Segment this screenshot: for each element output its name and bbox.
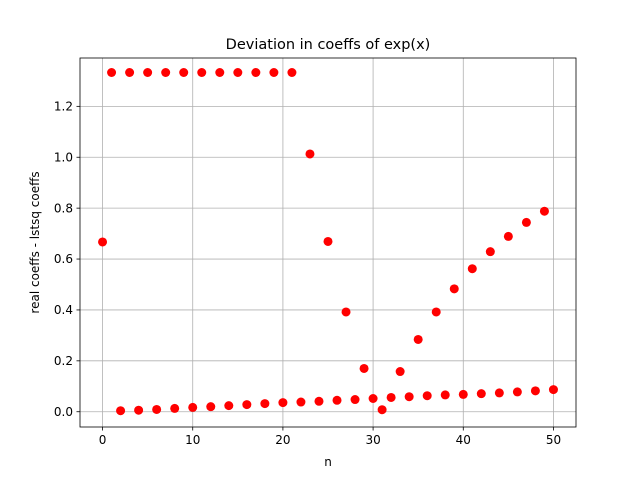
x-axis-ticks: 0 10 20 30 40 50 bbox=[99, 427, 561, 447]
data-point bbox=[539, 206, 549, 216]
data-point bbox=[143, 68, 153, 78]
data-point bbox=[287, 68, 297, 78]
data-point bbox=[368, 393, 378, 403]
data-point bbox=[251, 68, 261, 78]
data-point bbox=[260, 399, 270, 409]
data-point bbox=[341, 307, 351, 317]
y-tick-label: 1.2 bbox=[54, 100, 73, 114]
data-point bbox=[467, 264, 477, 274]
plot-frame bbox=[79, 57, 577, 428]
y-tick-label: 0.4 bbox=[54, 303, 73, 317]
data-point bbox=[269, 68, 279, 78]
y-tick-label: 0.8 bbox=[54, 201, 73, 215]
data-point bbox=[197, 68, 207, 78]
data-point bbox=[179, 68, 189, 78]
data-point bbox=[224, 401, 234, 411]
x-tick-label: 30 bbox=[365, 433, 380, 447]
data-point bbox=[305, 149, 315, 159]
x-axis-label: n bbox=[324, 455, 332, 469]
data-point bbox=[98, 237, 108, 247]
x-tick-label: 0 bbox=[99, 433, 107, 447]
data-point bbox=[548, 385, 558, 395]
data-point bbox=[395, 367, 405, 377]
data-point bbox=[404, 392, 414, 402]
x-tick-label: 40 bbox=[456, 433, 471, 447]
data-point bbox=[449, 284, 459, 294]
data-point bbox=[503, 231, 513, 241]
data-point bbox=[485, 247, 495, 257]
y-axis-ticks: 0.0 0.2 0.4 0.6 0.8 1.0 1.2 bbox=[54, 100, 80, 419]
y-tick-label: 0.6 bbox=[54, 252, 73, 266]
data-point bbox=[431, 307, 441, 317]
data-point bbox=[215, 68, 225, 78]
y-tick-label: 1.0 bbox=[54, 150, 73, 164]
data-point bbox=[350, 395, 360, 405]
x-tick-label: 20 bbox=[275, 433, 290, 447]
chart-title: Deviation in coeffs of exp(x) bbox=[226, 37, 431, 53]
data-point bbox=[530, 386, 540, 396]
data-point bbox=[521, 217, 531, 227]
data-point bbox=[152, 404, 162, 414]
data-point bbox=[125, 68, 135, 78]
data-point bbox=[116, 406, 126, 416]
data-point bbox=[206, 402, 216, 412]
data-point bbox=[161, 68, 171, 78]
y-axis-label: real coeffs - lstsq coeffs bbox=[28, 171, 42, 313]
data-points bbox=[98, 68, 558, 416]
data-point bbox=[332, 395, 342, 405]
data-point bbox=[134, 405, 144, 415]
y-tick-label: 0.2 bbox=[54, 354, 73, 368]
data-point bbox=[107, 68, 117, 78]
data-point bbox=[377, 405, 387, 415]
data-point bbox=[422, 391, 432, 401]
data-point bbox=[278, 398, 288, 408]
data-point bbox=[386, 392, 396, 402]
data-point bbox=[512, 387, 522, 397]
y-tick-label: 0.0 bbox=[54, 405, 73, 419]
data-point bbox=[440, 390, 450, 400]
data-point bbox=[296, 397, 306, 407]
data-point bbox=[242, 400, 252, 410]
data-point bbox=[458, 389, 468, 399]
x-tick-label: 10 bbox=[185, 433, 200, 447]
data-point bbox=[413, 334, 423, 344]
data-point bbox=[170, 403, 180, 413]
grid-lines bbox=[80, 58, 576, 427]
data-point bbox=[476, 389, 486, 399]
data-point bbox=[314, 396, 324, 406]
data-point bbox=[359, 363, 369, 373]
data-point bbox=[188, 402, 198, 412]
data-point bbox=[323, 236, 333, 246]
data-point bbox=[494, 388, 504, 398]
x-tick-label: 50 bbox=[546, 433, 561, 447]
data-point bbox=[233, 68, 243, 78]
